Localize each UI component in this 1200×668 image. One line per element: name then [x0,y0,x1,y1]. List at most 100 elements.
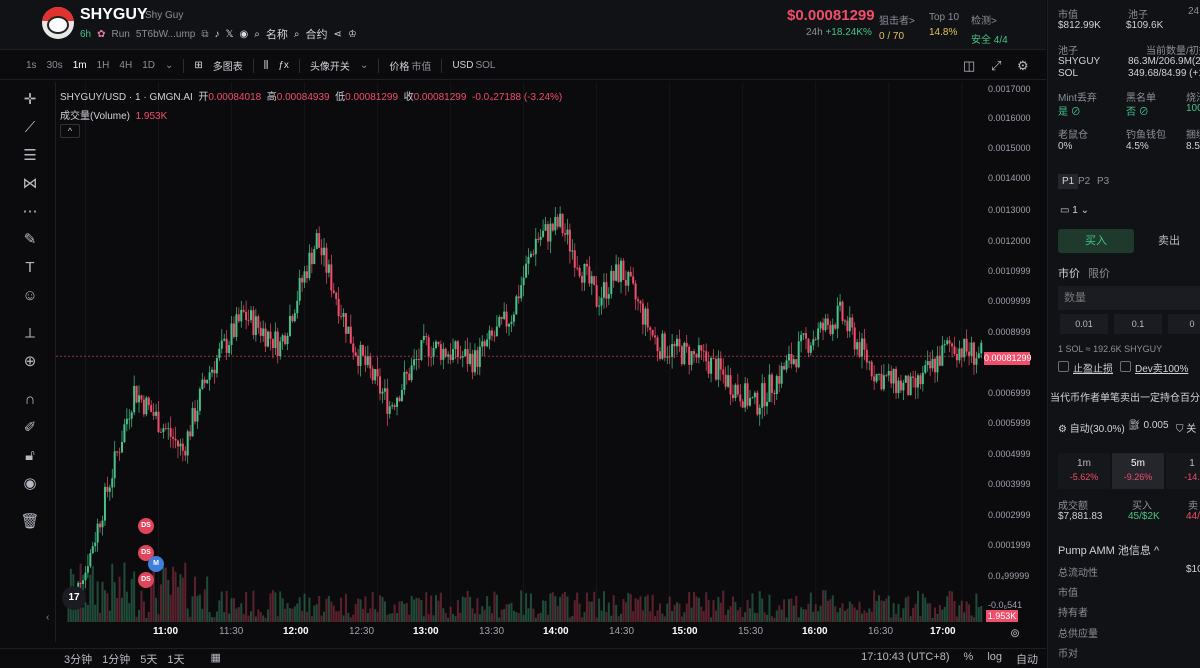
percent-toggle[interactable]: % [963,650,974,663]
dev-sell-label[interactable]: Dev卖100% [1135,364,1189,375]
candle-body [252,310,255,336]
interval-1s[interactable]: 1s [26,60,37,71]
fullscreen-icon[interactable]: ⤢ [991,57,1002,73]
search-name-icon[interactable]: ⌕ [254,28,260,40]
interval-1m[interactable]: 1m [72,60,87,71]
market-tab[interactable]: 市价 [1058,268,1080,280]
fib-icon[interactable]: ⋯ [22,203,38,220]
contract-search-link[interactable]: 合约 [305,29,328,41]
indicator-icon[interactable]: ƒx [278,60,289,71]
sol-toggle[interactable]: SOL [475,60,496,71]
amount-preset-2[interactable]: 0 [1168,314,1200,334]
tradingview-logo[interactable]: 17 [62,586,86,610]
crown-icon[interactable]: ♔ [347,28,357,40]
audit-stat[interactable]: 检测> 安全 4/4 [971,12,1008,46]
log-toggle[interactable]: log [987,650,1002,663]
interval-30s[interactable]: 30s [46,60,63,71]
reset-axis-icon[interactable]: ⊚ [1010,626,1021,640]
settings-icon[interactable]: ⚙ [1017,57,1029,73]
range-3m[interactable]: 3分钟 [64,653,93,666]
candle-type-icon[interactable]: ⫼ [263,60,269,71]
volume-bar [157,614,160,622]
migration-marker[interactable]: M [148,556,164,572]
avatar-toggle[interactable]: 头像开关 [309,62,350,73]
timeframe-5m[interactable]: 5m -9.26% [1112,453,1164,489]
range-5d[interactable]: 5天 [140,653,158,666]
amount-preset-0[interactable]: 0.01 [1060,314,1108,334]
ruler-icon[interactable]: ⟂ [24,325,35,342]
auto-slippage[interactable]: ⚙ 自动(30.0%) [1058,424,1125,435]
token-avatar[interactable] [42,7,74,39]
multi-chart-button[interactable]: 多图表 [212,62,243,73]
buy-tab[interactable]: 买入 [1058,229,1134,253]
auto-toggle[interactable]: 自动 [1016,653,1038,666]
candle-body [242,309,245,312]
chevron-left-icon[interactable]: ‹ [46,612,50,623]
tiktok-icon[interactable]: ♪ [214,28,220,40]
chevron-down-icon[interactable]: ⌄ [164,60,174,71]
share-icon[interactable]: ⋖ [333,28,342,40]
mcap-toggle[interactable]: 市值 [411,62,432,73]
interval-1d[interactable]: 1D [142,60,155,71]
candle-body [86,566,89,573]
take-profit-checkbox[interactable] [1058,361,1069,372]
candle-body [951,343,954,347]
candle-body [780,365,783,384]
volume-bar [215,611,218,622]
interval-4h[interactable]: 4H [119,60,133,71]
emoji-icon[interactable]: ☺ [22,287,38,304]
dev-sell-marker[interactable]: DS [138,572,154,588]
candle-body [225,338,228,353]
collapse-legend-button[interactable]: ^ [60,124,80,138]
camera-icon[interactable]: ◫ [963,57,976,73]
volume-bar [551,592,554,622]
amm-pool-header[interactable]: Pump AMM 池信息 ^ [1058,545,1160,557]
x-icon[interactable]: 𝕏 [225,28,234,40]
sell-tab[interactable]: 卖出 [1158,235,1180,247]
preset-p1[interactable]: P1 [1058,174,1079,189]
gas-fee[interactable]: ⛽︎ 0.005 [1128,420,1169,431]
price-toggle[interactable]: 价格 [389,62,410,73]
trendline-icon[interactable]: ⟋ [24,119,36,136]
timeframe-1m[interactable]: 1m -5.62% [1058,453,1110,489]
quantity-input[interactable] [1058,286,1200,310]
dev-sell-marker[interactable]: DS [138,518,154,534]
name-search-link[interactable]: 名称 [265,29,288,41]
interval-1h[interactable]: 1H [96,60,110,71]
eye-icon[interactable]: ◉ [23,475,37,492]
trash-icon[interactable]: 🗑︎ [20,513,40,530]
anti-mev[interactable]: ⛉ 关 [1176,424,1197,435]
preset-p3[interactable]: P3 [1097,176,1110,187]
token-address[interactable]: 5T6bW...ump [135,28,196,40]
candle-body [189,431,192,437]
chevron-down-icon[interactable]: ⌄ [359,60,369,71]
telegram-icon[interactable]: ◉ [239,28,249,40]
price-chart[interactable] [56,82,1046,642]
amount-preset-1[interactable]: 0.1 [1114,314,1162,334]
horizontal-lines-icon[interactable]: ☰ [23,147,37,164]
copy-icon[interactable]: ⧉ [201,28,209,40]
crosshair-icon[interactable]: ✛ [23,91,37,108]
range-1d[interactable]: 1天 [167,653,185,666]
range-1m[interactable]: 1分钟 [102,653,131,666]
take-profit-label[interactable]: 止盈止损 [1073,364,1113,375]
add-chart-icon[interactable]: ⊞ [194,60,203,71]
sniper-stat[interactable]: 狙击者> 0 / 70 [879,12,915,42]
preset-p2[interactable]: P2 [1078,176,1091,187]
zoom-icon[interactable]: ⊕ [23,353,37,370]
date-range-icon[interactable]: ▦ [210,651,221,664]
volume-bar [887,595,890,622]
brush-icon[interactable]: ✎ [23,231,37,248]
pattern-icon[interactable]: ⋈ [22,175,38,192]
wallet-selector[interactable]: ▭ 1 ⌄ [1060,205,1089,216]
lock-drawing-icon[interactable]: ✐ [23,419,37,436]
dev-sell-checkbox[interactable] [1120,361,1131,372]
lock-icon[interactable]: 🔓︎ [25,447,35,464]
search-contract-icon[interactable]: ⌕ [293,28,300,40]
timeframe-1h[interactable]: 1 -14. [1166,453,1200,489]
magnet-icon[interactable]: ∩ [24,391,36,408]
usd-toggle[interactable]: USD [452,60,474,71]
text-icon[interactable]: T [25,259,35,276]
limit-tab[interactable]: 限价 [1088,268,1110,280]
candle-body [286,335,289,345]
